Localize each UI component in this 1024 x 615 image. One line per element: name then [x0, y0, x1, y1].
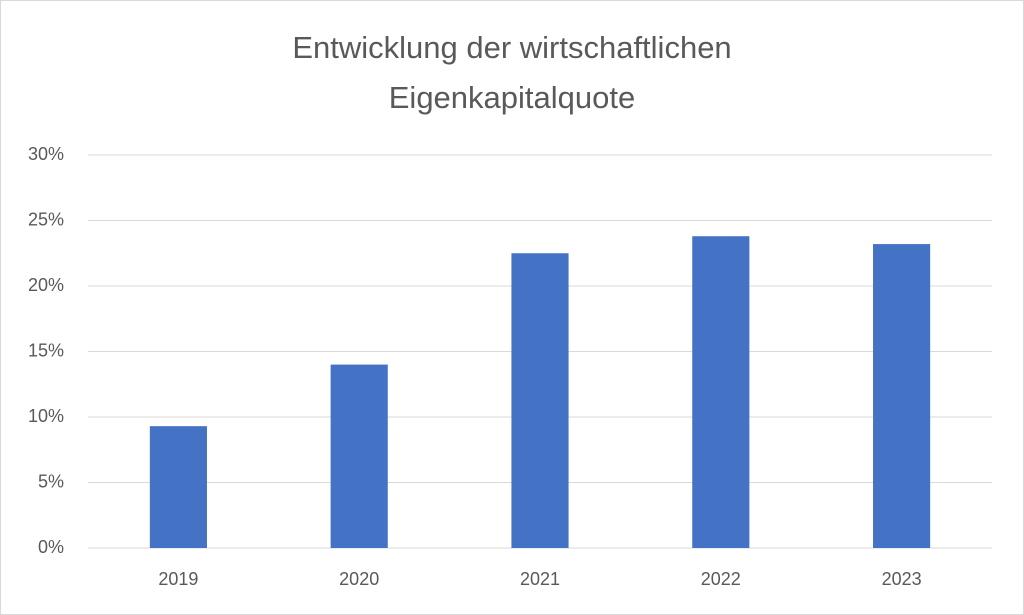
x-tick-label: 2021 — [520, 569, 560, 589]
y-tick-label: 0% — [38, 537, 64, 557]
bar — [149, 426, 207, 548]
bar — [692, 236, 750, 548]
y-tick-label: 30% — [28, 144, 64, 164]
x-tick-label: 2019 — [158, 569, 198, 589]
x-tick-label: 2022 — [701, 569, 741, 589]
chart-title: Eigenkapitalquote — [389, 80, 635, 115]
y-tick-label: 15% — [28, 340, 64, 360]
y-tick-label: 5% — [38, 471, 64, 491]
bar — [511, 253, 569, 548]
y-tick-label: 25% — [28, 209, 64, 229]
y-tick-label: 20% — [28, 275, 64, 295]
chart-title: Entwicklung der wirtschaftlichen — [292, 30, 731, 65]
bar — [873, 244, 931, 548]
x-tick-label: 2020 — [339, 569, 379, 589]
bar — [330, 364, 388, 548]
y-tick-label: 10% — [28, 406, 64, 426]
x-tick-label: 2023 — [882, 569, 922, 589]
